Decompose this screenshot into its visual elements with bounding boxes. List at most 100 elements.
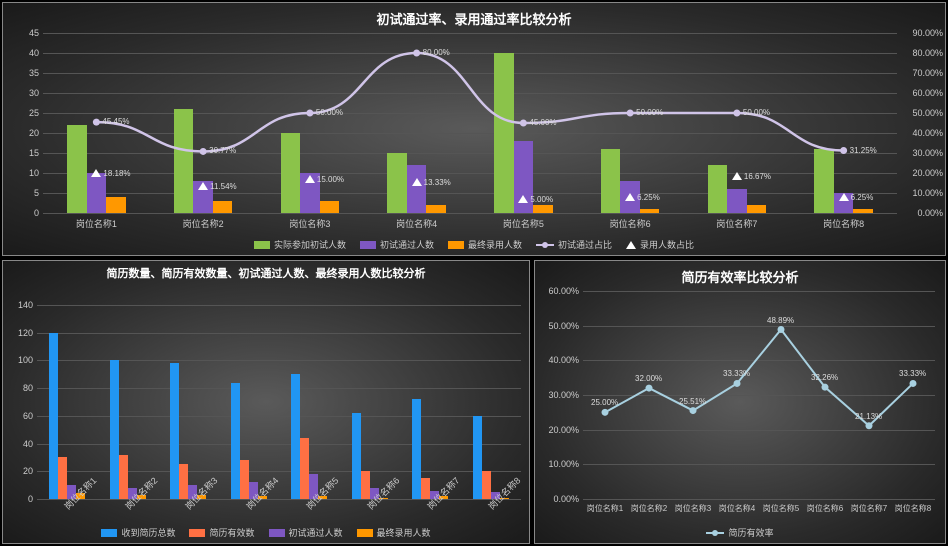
x-tick-label: 岗位名称2 bbox=[150, 217, 257, 230]
tri-data-label: 13.33% bbox=[424, 178, 451, 187]
y1-tick-label: 15 bbox=[3, 148, 39, 158]
legend-pass: 初试通过人数 bbox=[360, 238, 434, 251]
br-chart-panel: 简历有效率比较分析 25.00%32.00%25.51%33.33%48.89%… bbox=[534, 260, 946, 544]
y2-tick-label: 90.00% bbox=[912, 28, 943, 38]
y1-tick-label: 45 bbox=[3, 28, 39, 38]
tri-data-label: 11.54% bbox=[210, 182, 237, 191]
bar-total bbox=[291, 374, 300, 499]
y1-tick-label: 5 bbox=[3, 188, 39, 198]
legend-line: 初试通过占比 bbox=[536, 238, 612, 251]
bar-valid bbox=[482, 471, 491, 499]
x-tick-label: 岗位名称8 bbox=[790, 217, 897, 230]
x-tick-label: 岗位名称3 bbox=[257, 217, 364, 230]
tri-data-label: 6.25% bbox=[637, 193, 660, 202]
top-legend: 实际参加初试人数初试通过人数最终录用人数初试通过占比录用人数占比 bbox=[3, 238, 945, 251]
y2-tick-label: 10.00% bbox=[912, 188, 943, 198]
x-tick-label: 岗位名称7 bbox=[684, 217, 791, 230]
top-line-svg bbox=[43, 33, 897, 213]
triangle-marker bbox=[518, 195, 528, 203]
bl-chart-title: 简历数量、简历有效数量、初试通过人数、最终录用人数比较分析 bbox=[3, 261, 529, 281]
bar-total bbox=[473, 416, 482, 499]
y-tick-label: 40 bbox=[3, 439, 33, 449]
br-legend: 简历有效率 bbox=[535, 526, 945, 539]
triangle-marker bbox=[91, 169, 101, 177]
x-tick-label: 岗位名称5 bbox=[759, 503, 803, 514]
triangle-marker bbox=[305, 175, 315, 183]
line-data-label: 25.51% bbox=[679, 397, 706, 406]
x-tick-label: 岗位名称1 bbox=[43, 217, 150, 230]
y-tick-label: 40.00% bbox=[535, 355, 579, 365]
line-data-label: 31.25% bbox=[850, 146, 877, 155]
x-tick-label: 岗位名称4 bbox=[363, 217, 470, 230]
x-tick-label: 岗位名称7 bbox=[847, 503, 891, 514]
top-chart-title: 初试通过率、录用通过率比较分析 bbox=[3, 3, 945, 30]
y-tick-label: 10.00% bbox=[535, 459, 579, 469]
line-data-label: 21.13% bbox=[855, 412, 882, 421]
bl-plot-area bbox=[37, 305, 521, 499]
legend-actual: 实际参加初试人数 bbox=[254, 238, 346, 251]
legend-hire: 最终录用人数 bbox=[357, 526, 431, 539]
y-tick-label: 60.00% bbox=[535, 286, 579, 296]
y2-tick-label: 80.00% bbox=[912, 48, 943, 58]
triangle-marker bbox=[198, 182, 208, 190]
tri-data-label: 16.67% bbox=[744, 172, 771, 181]
triangle-marker bbox=[732, 172, 742, 180]
bar-total bbox=[352, 413, 361, 499]
y-tick-label: 50.00% bbox=[535, 321, 579, 331]
bar-total bbox=[170, 363, 179, 499]
line-data-label: 33.33% bbox=[899, 369, 926, 378]
y-tick-label: 0.00% bbox=[535, 494, 579, 504]
line-data-label: 45.00% bbox=[529, 118, 556, 127]
line-data-label: 32.00% bbox=[635, 374, 662, 383]
y2-tick-label: 20.00% bbox=[912, 168, 943, 178]
y1-tick-label: 10 bbox=[3, 168, 39, 178]
y2-tick-label: 0.00% bbox=[917, 208, 943, 218]
x-tick-label: 岗位名称3 bbox=[671, 503, 715, 514]
triangle-marker bbox=[412, 178, 422, 186]
line-data-label: 32.26% bbox=[811, 373, 838, 382]
line-data-label: 50.00% bbox=[743, 108, 770, 117]
line-data-label: 30.77% bbox=[209, 146, 236, 155]
bar-total bbox=[231, 383, 240, 499]
bl-chart-panel: 简历数量、简历有效数量、初试通过人数、最终录用人数比较分析 0204060801… bbox=[2, 260, 530, 544]
tri-data-label: 5.00% bbox=[530, 195, 553, 204]
y-tick-label: 60 bbox=[3, 411, 33, 421]
tri-data-label: 6.25% bbox=[851, 193, 874, 202]
x-tick-label: 岗位名称2 bbox=[627, 503, 671, 514]
bar-total bbox=[412, 399, 421, 499]
y-tick-label: 100 bbox=[3, 355, 33, 365]
legend-pass: 初试通过人数 bbox=[269, 526, 343, 539]
y2-tick-label: 40.00% bbox=[912, 128, 943, 138]
triangle-marker bbox=[839, 193, 849, 201]
tri-data-label: 15.00% bbox=[317, 175, 344, 184]
line-data-label: 50.00% bbox=[316, 108, 343, 117]
bar-valid bbox=[421, 478, 430, 499]
y-tick-label: 20 bbox=[3, 466, 33, 476]
bar-valid bbox=[300, 438, 309, 499]
legend-line: 简历有效率 bbox=[706, 526, 773, 539]
y2-tick-label: 60.00% bbox=[912, 88, 943, 98]
x-tick-label: 岗位名称6 bbox=[803, 503, 847, 514]
y2-tick-label: 30.00% bbox=[912, 148, 943, 158]
y-tick-label: 140 bbox=[3, 300, 33, 310]
y1-tick-label: 20 bbox=[3, 128, 39, 138]
y1-tick-label: 30 bbox=[3, 88, 39, 98]
bar-valid bbox=[119, 455, 128, 499]
tri-data-label: 18.18% bbox=[103, 169, 130, 178]
y-tick-label: 120 bbox=[3, 328, 33, 338]
bar-valid bbox=[240, 460, 249, 499]
br-plot-area: 25.00%32.00%25.51%33.33%48.89%32.26%21.1… bbox=[583, 291, 935, 499]
line-data-label: 45.45% bbox=[102, 117, 129, 126]
x-tick-label: 岗位名称6 bbox=[577, 217, 684, 230]
x-tick-label: 岗位名称1 bbox=[583, 503, 627, 514]
x-tick-label: 岗位名称4 bbox=[715, 503, 759, 514]
bar-total bbox=[49, 333, 58, 499]
bar-valid bbox=[179, 464, 188, 499]
legend-tri: 录用人数占比 bbox=[626, 238, 694, 251]
line-data-label: 33.33% bbox=[723, 369, 750, 378]
br-chart-title: 简历有效率比较分析 bbox=[535, 261, 945, 288]
y1-tick-label: 35 bbox=[3, 68, 39, 78]
bar-valid bbox=[361, 471, 370, 499]
top-chart-panel: 初试通过率、录用通过率比较分析 45.45%30.77%50.00%80.00%… bbox=[2, 2, 946, 256]
y2-tick-label: 50.00% bbox=[912, 108, 943, 118]
